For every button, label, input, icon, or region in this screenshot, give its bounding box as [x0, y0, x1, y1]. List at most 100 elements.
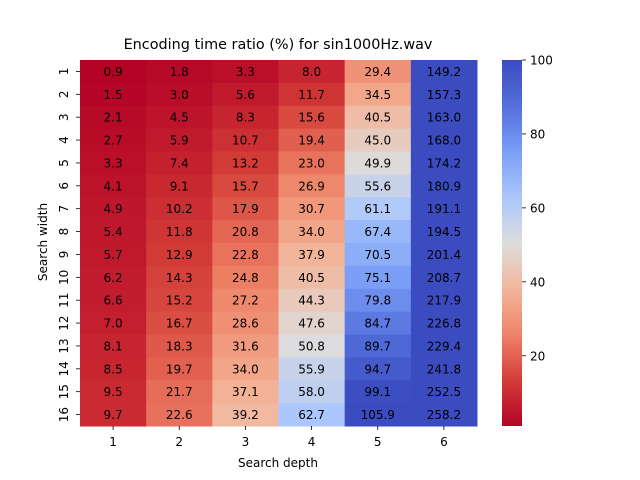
cell-value-label: 55.6 — [364, 179, 391, 193]
heatmap-cell — [80, 311, 147, 335]
heatmap-cell — [344, 311, 412, 335]
cell-value-label: 79.8 — [364, 294, 391, 308]
heatmap-cell — [80, 288, 147, 313]
heatmap-cell — [278, 197, 346, 221]
heatmap-cell — [278, 174, 346, 198]
cell-value-label: 34.0 — [298, 225, 325, 239]
heatmap-cell — [146, 311, 213, 335]
cell-value-label: 19.4 — [298, 134, 325, 148]
heatmap-cells: 0.9 1.8 3.3 8.0 29.4 149.2 1.5 3.0 5.6 11.7 34.5 15… — [80, 60, 478, 427]
heatmap-cell — [410, 265, 478, 290]
heatmap-cell — [146, 197, 213, 221]
heatmap-cell — [212, 357, 279, 381]
cell-value-label: 4.9 — [104, 202, 123, 216]
heatmap-cell — [410, 403, 478, 427]
cell-value-label: 55.9 — [298, 362, 325, 376]
cell-value-label: 84.7 — [364, 317, 391, 331]
heatmap-cell — [278, 60, 346, 84]
cell-value-label: 0.9 — [104, 65, 123, 79]
colorbar-ticks: 20 40 60 80 100 — [522, 54, 553, 363]
heatmap-cell — [410, 334, 478, 358]
heatmap-cell — [410, 128, 478, 152]
heatmap-cell — [80, 60, 147, 84]
heatmap-cell — [278, 380, 346, 404]
cell-value-label: 180.9 — [427, 179, 461, 193]
x-tick-label: 4 — [308, 435, 316, 449]
heatmap-cell — [344, 288, 412, 313]
heatmap-cell — [278, 128, 346, 152]
colorbar-tick-label: 20 — [530, 349, 545, 363]
heatmap-cell — [344, 380, 412, 404]
cell-value-label: 24.8 — [232, 271, 259, 285]
heatmap-cell — [212, 334, 279, 358]
heatmap-cell — [344, 265, 412, 290]
heatmap-cell — [344, 220, 412, 244]
heatmap-cell — [410, 380, 478, 404]
cell-value-label: 94.7 — [364, 362, 391, 376]
cell-value-label: 9.5 — [104, 385, 123, 399]
heatmap-cell — [344, 403, 412, 427]
cell-value-label: 5.9 — [170, 134, 189, 148]
x-tick-label: 3 — [242, 435, 250, 449]
colorbar — [502, 60, 522, 426]
cell-value-label: 5.7 — [104, 248, 123, 262]
heatmap-cell — [344, 243, 412, 267]
heatmap-cell — [344, 334, 412, 358]
cell-value-label: 226.8 — [427, 317, 461, 331]
y-tick-label: 9 — [57, 251, 71, 259]
heatmap-cell — [80, 174, 147, 198]
cell-value-label: 26.9 — [298, 179, 325, 193]
cell-value-label: 61.1 — [364, 202, 391, 216]
y-tick-label: 3 — [57, 113, 71, 121]
heatmap-cell — [278, 357, 346, 381]
heatmap-cell — [410, 60, 478, 84]
heatmap-cell — [344, 60, 412, 84]
heatmap-cell — [278, 82, 346, 107]
heatmap-cell — [80, 105, 147, 130]
cell-value-label: 3.0 — [170, 88, 189, 102]
cell-value-label: 10.7 — [232, 134, 259, 148]
heatmap-cell — [146, 128, 213, 152]
heatmap-cell — [410, 82, 478, 107]
y-tick-label: 2 — [57, 90, 71, 98]
cell-value-label: 67.4 — [364, 225, 391, 239]
heatmap-cell — [80, 265, 147, 290]
cell-value-label: 10.2 — [166, 202, 193, 216]
heatmap-cell — [410, 220, 478, 244]
cell-value-label: 34.5 — [364, 88, 391, 102]
colorbar-tick-label: 80 — [530, 127, 545, 141]
cell-value-label: 9.1 — [170, 179, 189, 193]
cell-value-label: 149.2 — [427, 65, 461, 79]
cell-value-label: 4.5 — [170, 111, 189, 125]
cell-value-label: 163.0 — [427, 111, 461, 125]
heatmap-cell — [212, 265, 279, 290]
heatmap-cell — [80, 243, 147, 267]
heatmap-cell — [80, 334, 147, 358]
x-tick-label: 2 — [175, 435, 183, 449]
cell-value-label: 49.9 — [364, 156, 391, 170]
heatmap-cell — [410, 357, 478, 381]
cell-value-label: 15.2 — [166, 294, 193, 308]
heatmap-cell — [212, 403, 279, 427]
heatmap-cell — [410, 288, 478, 313]
heatmap-cell — [146, 60, 213, 84]
colorbar-tick-label: 40 — [530, 275, 545, 289]
cell-value-label: 37.9 — [298, 248, 325, 262]
cell-value-label: 99.1 — [364, 385, 391, 399]
cell-value-label: 14.3 — [166, 271, 193, 285]
heatmap-cell — [212, 151, 279, 175]
cell-value-label: 75.1 — [364, 271, 391, 285]
y-tick-label: 8 — [57, 228, 71, 236]
cell-value-label: 7.0 — [104, 317, 123, 331]
heatmap-cell — [410, 151, 478, 175]
x-axis-label: Search depth — [238, 456, 318, 470]
cell-value-label: 208.7 — [427, 271, 461, 285]
heatmap-cell — [80, 403, 147, 427]
cell-value-label: 89.7 — [364, 339, 391, 353]
cell-value-label: 2.7 — [104, 134, 123, 148]
heatmap-cell — [278, 105, 346, 130]
cell-value-label: 217.9 — [427, 294, 461, 308]
heatmap-cell — [212, 288, 279, 313]
